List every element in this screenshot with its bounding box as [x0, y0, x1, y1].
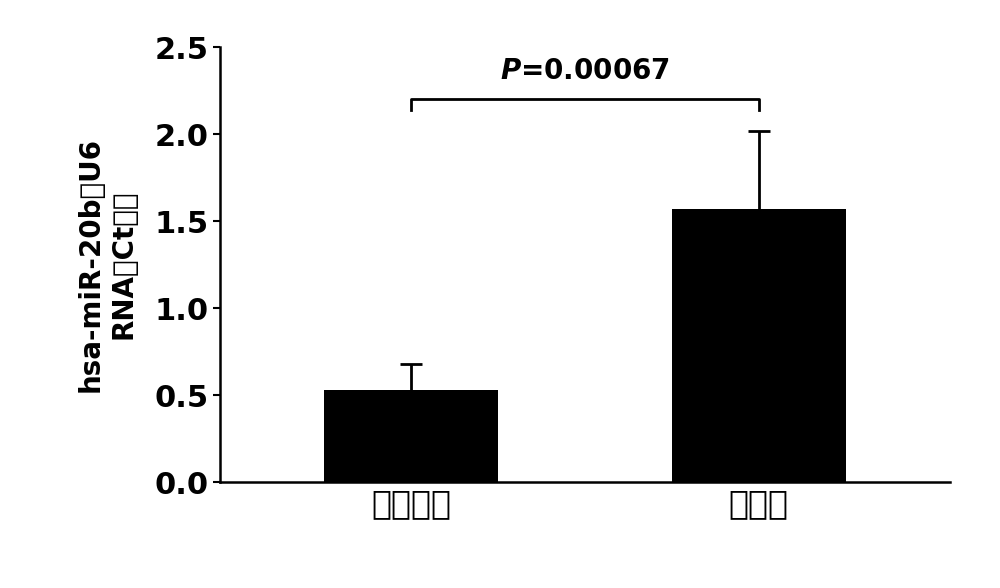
- Bar: [672, 209, 846, 482]
- Bar: [324, 390, 498, 482]
- Text: $\it{P}$=0.00067: $\it{P}$=0.00067: [500, 58, 670, 85]
- Y-axis label: hsa-miR-20b与U6
RNA的Ct比值: hsa-miR-20b与U6 RNA的Ct比值: [77, 137, 137, 392]
